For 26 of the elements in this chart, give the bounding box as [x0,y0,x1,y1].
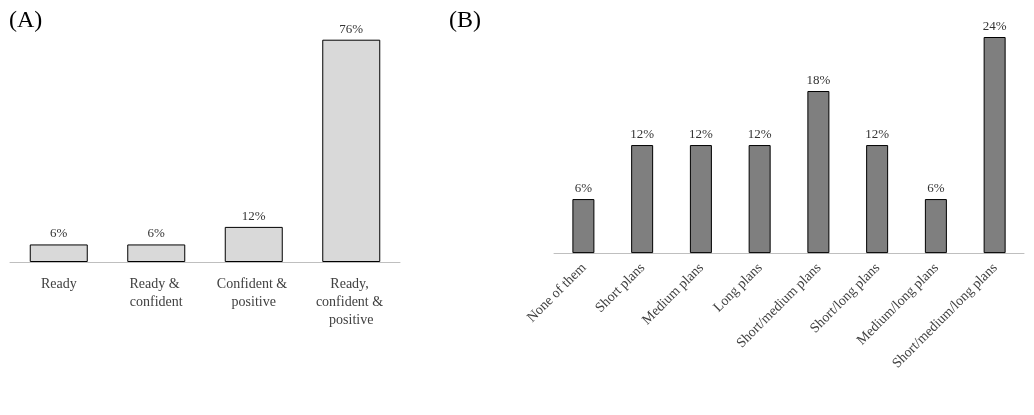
data-label: 6% [147,225,166,241]
chart-title: (B) [449,6,481,32]
data-label: 6% [50,225,68,241]
bar [866,145,889,254]
x-tick-label: Ready [40,275,77,291]
data-label: 6% [574,180,593,196]
x-tick-label: Confident & positive [216,275,291,309]
x-tick-label: Ready & confident [129,275,184,309]
bar [689,145,712,254]
x-tick-label: Ready, confident & positive [315,275,387,327]
bar [924,199,947,254]
data-label: 76% [339,20,364,36]
bar [807,91,830,254]
data-label: 12% [688,126,713,142]
chart-title: (A) [9,6,43,32]
data-label: 12% [630,126,655,142]
bar [631,145,654,254]
bar [748,145,771,254]
data-label: 6% [927,180,945,196]
bar [983,37,1006,254]
data-label: 12% [241,207,266,223]
bar [572,199,595,254]
data-label: 12% [865,126,890,142]
data-label: 12% [747,126,772,142]
data-label: 24% [982,18,1007,33]
data-label: 18% [806,72,831,88]
